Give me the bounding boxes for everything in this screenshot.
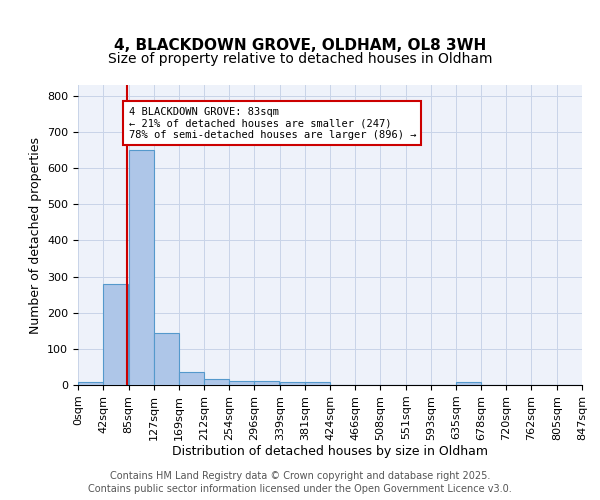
- Bar: [204, 379, 229, 385]
- Bar: [305, 382, 330, 385]
- Bar: [179, 372, 203, 385]
- Bar: [229, 380, 254, 385]
- Y-axis label: Number of detached properties: Number of detached properties: [29, 136, 41, 334]
- X-axis label: Distribution of detached houses by size in Oldham: Distribution of detached houses by size …: [172, 446, 488, 458]
- Bar: [78, 382, 103, 385]
- Text: Contains public sector information licensed under the Open Government Licence v3: Contains public sector information licen…: [88, 484, 512, 494]
- Bar: [456, 382, 481, 385]
- Bar: [128, 150, 154, 385]
- Bar: [254, 380, 279, 385]
- Text: Size of property relative to detached houses in Oldham: Size of property relative to detached ho…: [108, 52, 492, 66]
- Bar: [103, 284, 128, 385]
- Bar: [154, 334, 179, 385]
- Bar: [280, 382, 305, 385]
- Text: 4 BLACKDOWN GROVE: 83sqm
← 21% of detached houses are smaller (247)
78% of semi-: 4 BLACKDOWN GROVE: 83sqm ← 21% of detach…: [128, 106, 416, 140]
- Text: 4, BLACKDOWN GROVE, OLDHAM, OL8 3WH: 4, BLACKDOWN GROVE, OLDHAM, OL8 3WH: [114, 38, 486, 52]
- Text: Contains HM Land Registry data © Crown copyright and database right 2025.: Contains HM Land Registry data © Crown c…: [110, 471, 490, 481]
